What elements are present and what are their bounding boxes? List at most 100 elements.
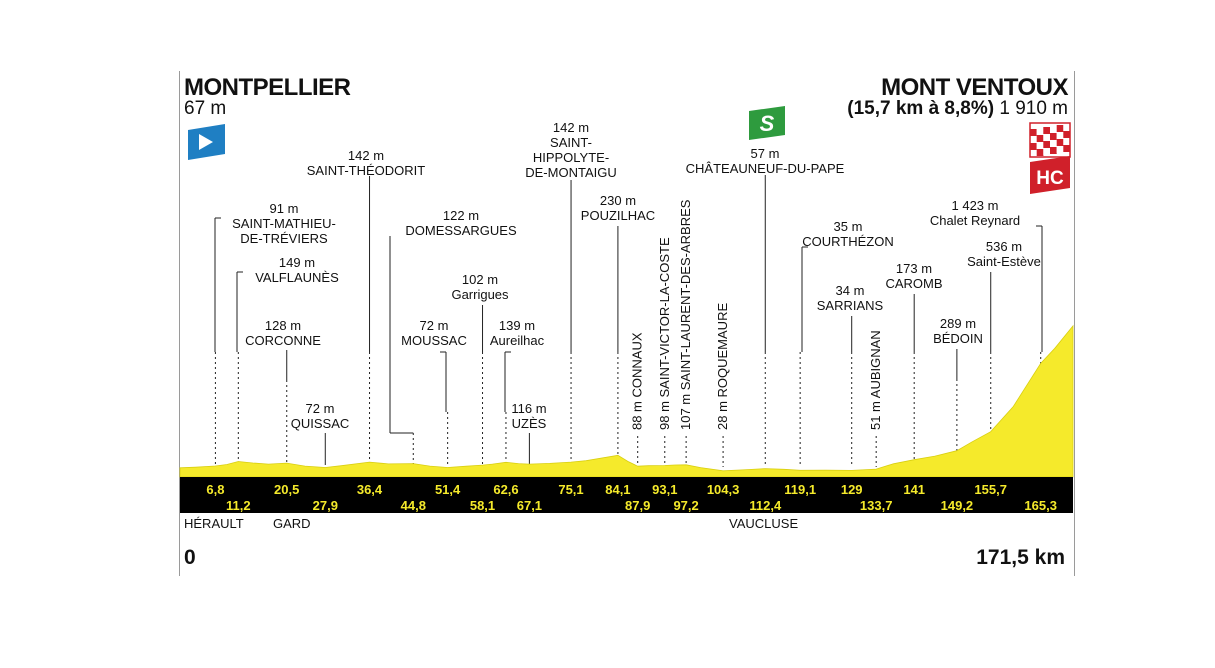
waypoint-label: Garrigues bbox=[451, 287, 509, 302]
km-label: 6,8 bbox=[206, 482, 224, 497]
waypoint-label: Saint-Estève bbox=[967, 254, 1041, 269]
waypoint-label: 116 m bbox=[511, 401, 546, 416]
checker-cell bbox=[1056, 125, 1064, 132]
waypoint-label: 139 m bbox=[499, 318, 535, 333]
km-label: 84,1 bbox=[605, 482, 630, 497]
waypoint-label: CORCONNE bbox=[245, 333, 321, 348]
waypoint-label: MOUSSAC bbox=[401, 333, 467, 348]
checkered-finish-icon bbox=[1029, 122, 1071, 158]
waypoint-label: VALFLAUNÈS bbox=[255, 270, 339, 285]
waypoint-label: UZÈS bbox=[512, 416, 547, 431]
waypoint-label: 173 m bbox=[896, 261, 932, 276]
waypoint-label: DE-TRÉVIERS bbox=[240, 231, 328, 246]
checker-cell bbox=[1036, 128, 1044, 135]
region-gard: GARD bbox=[273, 516, 311, 531]
checker-border bbox=[1029, 122, 1071, 158]
km-label: 58,1 bbox=[470, 498, 495, 513]
checker-cell bbox=[1056, 139, 1064, 146]
km-label: 51,4 bbox=[435, 482, 461, 497]
waypoint-label: DE-MONTAIGU bbox=[525, 165, 616, 180]
end-km: 171,5 km bbox=[976, 546, 1065, 569]
waypoint-label: Chalet Reynard bbox=[930, 213, 1020, 228]
hc-category-icon: HC bbox=[1030, 156, 1070, 194]
checker-cell bbox=[1063, 138, 1070, 145]
checker-cell bbox=[1063, 145, 1070, 152]
checker-cell bbox=[1043, 127, 1050, 134]
elevation-profile bbox=[179, 324, 1074, 478]
km-label: 62,6 bbox=[493, 482, 518, 497]
checker-cell bbox=[1050, 126, 1057, 133]
km-label: 141 bbox=[903, 482, 925, 497]
start-km: 0 bbox=[184, 546, 196, 569]
profile-frame bbox=[179, 71, 1075, 576]
region-herault: HÉRAULT bbox=[184, 516, 244, 531]
km-label: 87,9 bbox=[625, 498, 650, 513]
waypoint-label: SAINT-THÉODORIT bbox=[307, 163, 426, 178]
waypoint-label: 35 m bbox=[834, 219, 863, 234]
checker-cell bbox=[1043, 134, 1050, 141]
sprint-s-icon: S bbox=[749, 106, 785, 140]
region-vaucluse: VAUCLUSE bbox=[729, 516, 799, 531]
checker-cell bbox=[1043, 148, 1050, 155]
km-label: 133,7 bbox=[860, 498, 893, 513]
km-label: 44,8 bbox=[401, 498, 426, 513]
waypoint-label: 57 m bbox=[751, 146, 780, 161]
waypoint-label: 230 m bbox=[600, 193, 636, 208]
waypoint-label: CAROMB bbox=[885, 276, 942, 291]
checker-cell bbox=[1036, 149, 1044, 156]
waypoint-label: CHÂTEAUNEUF-DU-PAPE bbox=[686, 161, 845, 176]
vertical-waypoint-label: 51 m AUBIGNAN bbox=[868, 330, 883, 430]
category-label: HC bbox=[1036, 168, 1064, 189]
checker-cell bbox=[1050, 133, 1057, 140]
km-label: 27,9 bbox=[313, 498, 338, 513]
finish-town: MONT VENTOUX bbox=[881, 74, 1068, 101]
km-label: 97,2 bbox=[673, 498, 698, 513]
checker-cell bbox=[1063, 131, 1070, 138]
checker-cell bbox=[1050, 147, 1057, 154]
waypoint-label: 72 m bbox=[306, 401, 335, 416]
waypoint-label: 536 m bbox=[986, 239, 1022, 254]
waypoint-label: 72 m bbox=[420, 318, 449, 333]
vertical-waypoint-label: 88 m CONNAUX bbox=[630, 332, 645, 430]
waypoint-label: 128 m bbox=[265, 318, 301, 333]
waypoint-label: SARRIANS bbox=[817, 298, 884, 313]
waypoint-label: BÉDOIN bbox=[933, 331, 983, 346]
checker-cell bbox=[1030, 136, 1037, 143]
km-label: 149,2 bbox=[941, 498, 974, 513]
waypoint-label: 1 423 m bbox=[952, 198, 999, 213]
vertical-waypoint-label: 107 m SAINT-LAURENT-DES-ARBRES bbox=[678, 199, 693, 430]
checker-cell bbox=[1036, 142, 1044, 149]
waypoint-label: QUISSAC bbox=[291, 416, 350, 431]
start-town: MONTPELLIER bbox=[184, 74, 351, 101]
finish-climb: (15,7 km à 8,8%) bbox=[847, 98, 995, 119]
start-flag-icon bbox=[188, 124, 225, 160]
waypoint-label: 122 m bbox=[443, 208, 479, 223]
km-label: 20,5 bbox=[274, 482, 299, 497]
checker-cell bbox=[1056, 132, 1064, 139]
finish-subtitle: (15,7 km à 8,8%) 1 910 m bbox=[847, 98, 1068, 120]
km-label: 155,7 bbox=[974, 482, 1007, 497]
waypoint-label: Aureilhac bbox=[490, 333, 545, 348]
km-label: 112,4 bbox=[749, 498, 782, 513]
waypoint-label: 142 m bbox=[553, 120, 589, 135]
checker-cell bbox=[1056, 146, 1064, 153]
svg-text:S: S bbox=[760, 111, 775, 136]
waypoint-label: 102 m bbox=[462, 272, 498, 287]
km-labels: 6,8 20,5 36,4 51,4 62,6 75,1 84,1 93,1 104,3 119,… bbox=[206, 482, 1057, 513]
km-label: 93,1 bbox=[652, 482, 677, 497]
waypoint-label: POUZILHAC bbox=[581, 208, 655, 223]
finish-altitude: 1 910 m bbox=[999, 98, 1068, 119]
waypoint-label: COURTHÉZON bbox=[802, 234, 893, 249]
checker-cell bbox=[1030, 150, 1037, 157]
km-label: 11,2 bbox=[226, 498, 251, 513]
waypoint-label: 91 m bbox=[270, 201, 299, 216]
waypoint-label: 34 m bbox=[836, 283, 865, 298]
waypoint-label: 142 m bbox=[348, 148, 384, 163]
km-label: 67,1 bbox=[517, 498, 542, 513]
waypoint-label: 149 m bbox=[279, 255, 315, 270]
km-label: 104,3 bbox=[707, 482, 740, 497]
km-label: 119,1 bbox=[784, 482, 816, 497]
